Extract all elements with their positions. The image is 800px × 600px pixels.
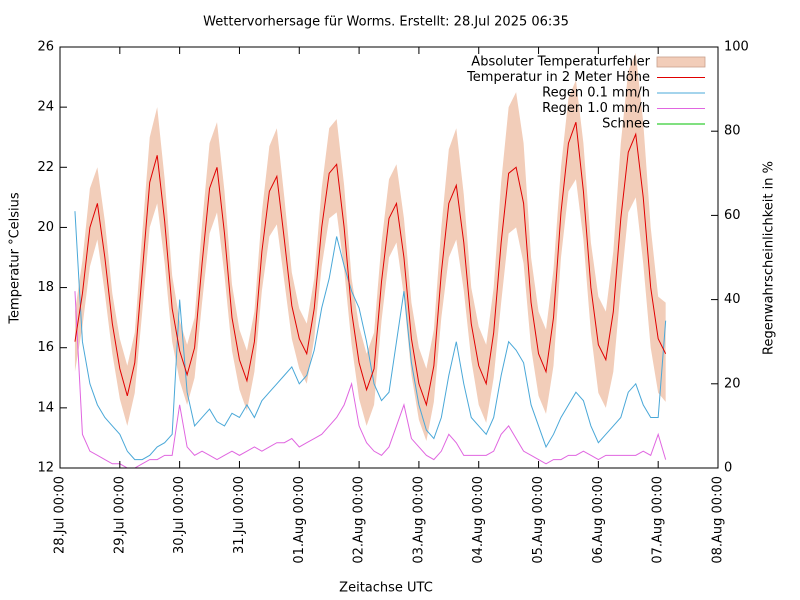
y-axis-label: Temperatur °Celsius [8,192,23,325]
x-tick-label: 02.Aug 00:00 [352,476,367,564]
y2-tick-label: 0 [724,461,732,476]
x-tick-label: 29.Jul 00:00 [112,476,127,554]
y2-tick-label: 100 [724,40,749,55]
x-tick-label: 31.Jul 00:00 [232,476,247,554]
y-tick-label: 12 [37,461,54,476]
x-tick-label: 28.Jul 00:00 [53,476,68,554]
chart-title: Wettervorhersage für Worms. Erstellt: 28… [203,15,569,30]
series-line [74,122,667,407]
y2-axis-label: Regenwahrscheinlichkeit in % [762,161,777,355]
x-tick-label: 08.Aug 00:00 [711,476,726,564]
legend-label: Absoluter Temperaturfehler [471,55,650,70]
legend-label: Regen 0.1 mm/h [542,86,650,101]
y-tick-label: 16 [37,340,54,355]
series-line [74,211,667,461]
series-line [74,291,667,469]
x-tick-label: 01.Aug 00:00 [292,476,307,564]
legend-label: Schnee [602,117,650,132]
y-tick-label: 22 [37,160,54,175]
y2-tick-label: 80 [724,124,741,139]
legend-swatch [656,56,706,68]
y-tick-label: 20 [37,220,54,235]
y-tick-label: 26 [37,40,54,55]
y-tick-label: 14 [37,400,54,415]
legend-label: Temperatur in 2 Meter Höhe [466,70,650,85]
x-axis-label: Zeitachse UTC [339,581,433,596]
x-tick-label: 03.Aug 00:00 [411,476,426,564]
y2-tick-label: 20 [724,376,741,391]
y2-tick-label: 60 [724,208,741,223]
y-tick-label: 24 [37,100,54,115]
y2-tick-label: 40 [724,292,741,307]
legend-label: Regen 1.0 mm/h [542,101,650,116]
x-tick-label: 05.Aug 00:00 [531,476,546,564]
y-tick-label: 18 [37,280,54,295]
x-tick-label: 30.Jul 00:00 [172,476,187,554]
x-tick-label: 04.Aug 00:00 [471,476,486,564]
x-tick-label: 06.Aug 00:00 [591,476,606,564]
plot-frame [59,46,719,469]
error-band [74,53,666,441]
x-tick-label: 07.Aug 00:00 [651,476,666,564]
